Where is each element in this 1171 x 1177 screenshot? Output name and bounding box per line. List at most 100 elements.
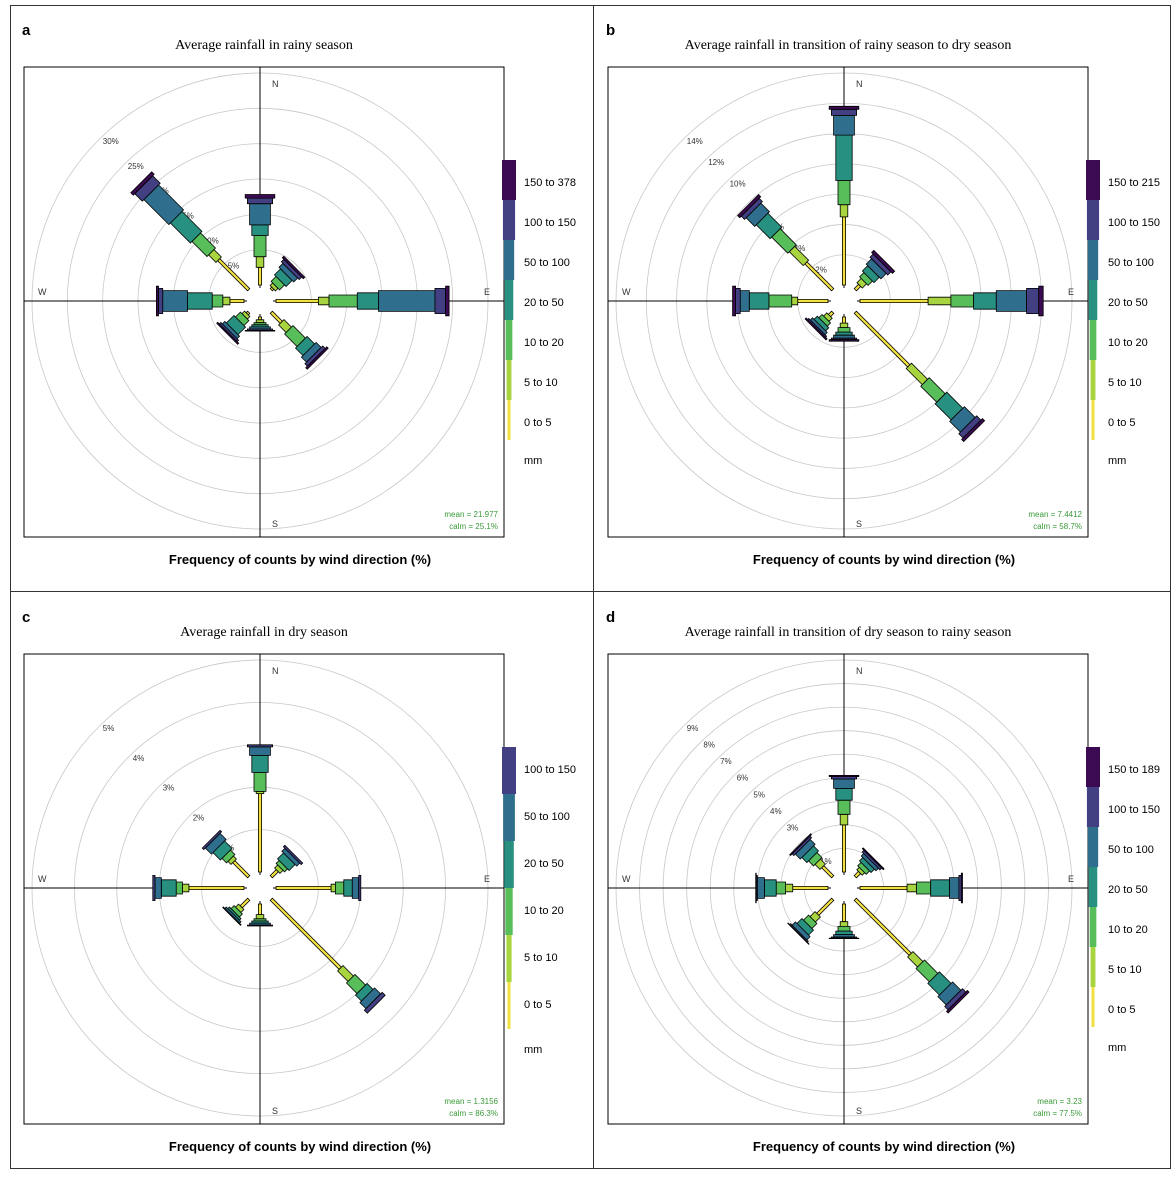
- legend-label: 10 to 20: [1108, 924, 1148, 936]
- spoke-segment: [258, 794, 261, 872]
- spoke-segment: [352, 878, 358, 899]
- legend-swatch: [506, 935, 511, 982]
- spoke-segment: [176, 882, 182, 894]
- spoke-segment: [245, 195, 275, 199]
- legend-swatch: [508, 400, 511, 440]
- spoke-segment: [838, 328, 850, 333]
- spoke-segment: [769, 295, 792, 307]
- compass-label: S: [272, 1106, 278, 1116]
- spoke-segment: [247, 925, 272, 926]
- panel-letter: d: [606, 609, 615, 626]
- spoke-segment: [344, 880, 353, 896]
- spoke-segment: [840, 922, 848, 927]
- spoke-segment: [836, 931, 852, 935]
- spoke-segment: [1039, 286, 1044, 316]
- legend-swatch: [506, 320, 513, 360]
- legend-swatch: [1089, 867, 1098, 907]
- legend-label: 50 to 100: [1108, 257, 1154, 269]
- legend-label: 0 to 5: [524, 417, 552, 429]
- legend-label: 100 to 150: [1108, 217, 1160, 229]
- chart-title: Average rainfall in transition of dry se…: [685, 625, 1012, 640]
- legend-label: 0 to 5: [1108, 1004, 1136, 1016]
- panel-letter: a: [22, 22, 31, 39]
- spoke-segment: [161, 880, 176, 896]
- compass-label: E: [1068, 287, 1074, 297]
- legend-unit: mm: [524, 455, 542, 467]
- stat-mean: mean = 3.23: [1037, 1097, 1082, 1106]
- ring-label: 3%: [787, 824, 799, 833]
- spoke-segment: [245, 330, 275, 331]
- stat-calm: calm = 77.5%: [1033, 1109, 1082, 1118]
- axis-caption: Frequency of counts by wind direction (%…: [753, 1139, 1015, 1154]
- legend-label: 10 to 20: [524, 337, 564, 349]
- compass-label: N: [272, 666, 279, 676]
- ring-label: 6%: [737, 774, 749, 783]
- spoke-segment: [829, 106, 859, 109]
- ring-label: 4%: [770, 807, 782, 816]
- legend-label: 0 to 5: [524, 999, 552, 1011]
- spoke-segment: [254, 772, 266, 791]
- spoke-segment: [359, 875, 361, 900]
- legend-swatch: [1090, 320, 1097, 360]
- compass-label: W: [38, 874, 47, 884]
- spoke-segment: [842, 317, 845, 323]
- spoke-segment: [836, 332, 852, 335]
- spoke-segment: [250, 747, 271, 756]
- legend-swatch: [507, 360, 512, 400]
- legend-swatch: [502, 747, 516, 794]
- stat-calm: calm = 58.7%: [1033, 522, 1082, 531]
- chart-title: Average rainfall in dry season: [180, 625, 348, 640]
- legend-swatch: [503, 200, 515, 240]
- spoke-segment: [446, 286, 450, 316]
- ring-label: 5%: [103, 724, 115, 733]
- compass-label: E: [484, 287, 490, 297]
- spoke-segment: [223, 297, 230, 305]
- legend-swatch: [505, 888, 512, 935]
- spoke-segment: [188, 293, 213, 309]
- legend-swatch: [1092, 400, 1095, 440]
- chart-title: Average rainfall in rainy season: [175, 38, 353, 53]
- legend-label: 50 to 100: [524, 811, 570, 823]
- spoke-segment: [250, 204, 271, 225]
- spoke-segment: [834, 335, 855, 338]
- spoke-segment: [733, 286, 736, 316]
- spoke-segment: [258, 904, 261, 915]
- compass-label: S: [856, 519, 862, 529]
- legend-swatch: [1088, 240, 1098, 280]
- legend-swatch: [508, 982, 511, 1029]
- spoke-segment: [740, 291, 749, 312]
- ring-label: 12%: [708, 158, 724, 167]
- spoke-segment: [247, 198, 272, 204]
- spoke-segment: [793, 886, 828, 889]
- legend-swatch: [503, 794, 515, 841]
- axis-caption: Frequency of counts by wind direction (%…: [169, 552, 431, 567]
- ring-label: 25%: [128, 162, 144, 171]
- spoke-segment: [950, 878, 959, 899]
- spoke-segment: [834, 115, 855, 135]
- legend-swatch: [1088, 827, 1098, 867]
- compass-label: W: [622, 874, 631, 884]
- spoke-segment: [836, 788, 852, 800]
- axis-caption: Frequency of counts by wind direction (%…: [753, 552, 1015, 567]
- legend-swatch: [505, 280, 514, 320]
- spoke-segment: [860, 299, 928, 302]
- legend-label: 20 to 50: [1108, 884, 1148, 896]
- spoke-segment: [156, 286, 158, 316]
- legend-label: 100 to 150: [524, 764, 576, 776]
- spoke-segment: [838, 926, 850, 931]
- legend-label: 20 to 50: [524, 297, 564, 309]
- spoke-segment: [842, 904, 845, 922]
- spoke-segment: [155, 878, 161, 899]
- ring-label: 9%: [687, 724, 699, 733]
- ring-label: 4%: [133, 754, 145, 763]
- ring-label: 30%: [103, 137, 119, 146]
- spoke-segment: [335, 882, 343, 894]
- axis-caption: Frequency of counts by wind direction (%…: [169, 1139, 431, 1154]
- spoke-segment: [961, 873, 962, 903]
- compass-label: W: [622, 287, 631, 297]
- spoke-segment: [838, 181, 850, 205]
